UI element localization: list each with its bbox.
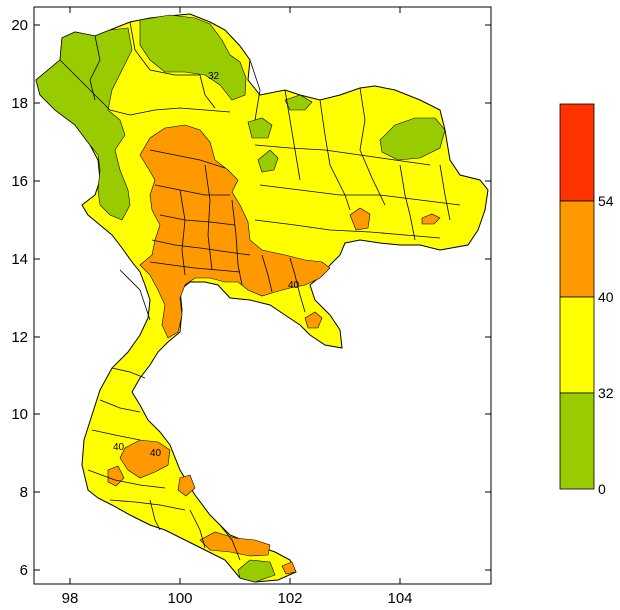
colorbar-class-0-32 (559, 392, 595, 490)
y-tick-label: 16 (11, 173, 28, 190)
green-zone-south (237, 559, 276, 583)
boundary-line (219, 524, 241, 561)
boundary-line (254, 144, 431, 166)
boundary-line (249, 59, 261, 121)
contour-label: 40 (113, 442, 125, 453)
boundary-line (179, 189, 186, 276)
boundary-line (231, 199, 243, 286)
contour-label: 40 (288, 280, 300, 291)
y-tick-label: 20 (11, 17, 28, 34)
boundary-line (151, 239, 251, 256)
admin-boundaries (59, 21, 461, 561)
boundary-line (99, 399, 141, 413)
axis-ticks (34, 7, 491, 584)
boundary-line (109, 107, 231, 116)
y-tick-label: 10 (11, 406, 28, 423)
colorbar-class-54-up (559, 103, 595, 202)
y-tick-label: 14 (11, 251, 28, 268)
colorbar-class-40-54 (559, 200, 595, 298)
orange-zone-peninsula-mid (177, 474, 196, 497)
y-tick-label: 12 (11, 329, 28, 346)
boundary-line (204, 164, 213, 271)
boundary-line (59, 59, 111, 111)
green-zone-mid (257, 149, 279, 173)
contour-label: 32 (208, 71, 220, 82)
boundary-line (129, 21, 200, 76)
green-zone-north-center (284, 94, 313, 111)
boundary-line (149, 499, 161, 531)
boundary-line (199, 74, 216, 109)
orange-zone-far-east (421, 213, 441, 225)
boundary-line (89, 35, 101, 101)
green-zones (35, 14, 446, 583)
green-zone-northwest (35, 27, 133, 221)
y-tick-label: 18 (11, 95, 28, 112)
boundary-line (254, 219, 441, 239)
x-axis-labels: 98 100 102 104 (62, 590, 413, 607)
x-tick-label: 102 (277, 590, 302, 607)
boundary-line (284, 89, 301, 181)
contour-labels: 32 40 40 40 (113, 71, 300, 459)
boundary-line (439, 164, 451, 221)
x-tick-label: 98 (62, 590, 79, 607)
colorbar-tick-label: 0 (598, 481, 606, 497)
boundary-line (359, 87, 386, 206)
orange-zone-central (139, 124, 331, 339)
boundary-line (289, 257, 306, 313)
boundary-line (149, 261, 241, 273)
orange-zones (107, 124, 441, 575)
orange-zone-east (349, 207, 371, 231)
orange-zone-peninsula (119, 439, 171, 479)
contour-label: 40 (150, 448, 162, 459)
boundary-line (91, 429, 141, 441)
orange-zone-southeast (304, 311, 323, 329)
boundary-line (119, 269, 151, 321)
colorbar-class-32-40 (559, 296, 595, 394)
boundary-line (189, 509, 206, 549)
orange-zone-south (199, 531, 271, 557)
boundary-line (109, 499, 186, 511)
boundary-line (149, 149, 226, 169)
green-zone-loei (247, 117, 273, 139)
colorbar: 0 32 40 54 (559, 103, 614, 497)
boundary-line (87, 469, 166, 489)
colorbar-tick-label: 40 (598, 289, 614, 305)
boundary-line (261, 254, 273, 293)
y-tick-label: 8 (20, 484, 28, 501)
boundary-line (399, 164, 416, 241)
x-tick-label: 100 (167, 590, 192, 607)
boundary-line (154, 184, 230, 196)
y-tick-label: 6 (20, 562, 28, 579)
green-zone-northeast (379, 117, 446, 161)
x-tick-label: 104 (387, 590, 412, 607)
colorbar-tick-label: 32 (598, 385, 614, 401)
green-zone-north (139, 14, 247, 101)
boundary-line (111, 367, 146, 379)
boundary-line (319, 99, 351, 211)
boundary-line (159, 214, 236, 226)
colorbar-tick-label: 54 (598, 193, 614, 209)
boundary-line (259, 184, 461, 206)
y-axis-labels: 20 18 16 14 12 10 8 6 (11, 17, 28, 579)
orange-zone-south-small (281, 561, 297, 575)
